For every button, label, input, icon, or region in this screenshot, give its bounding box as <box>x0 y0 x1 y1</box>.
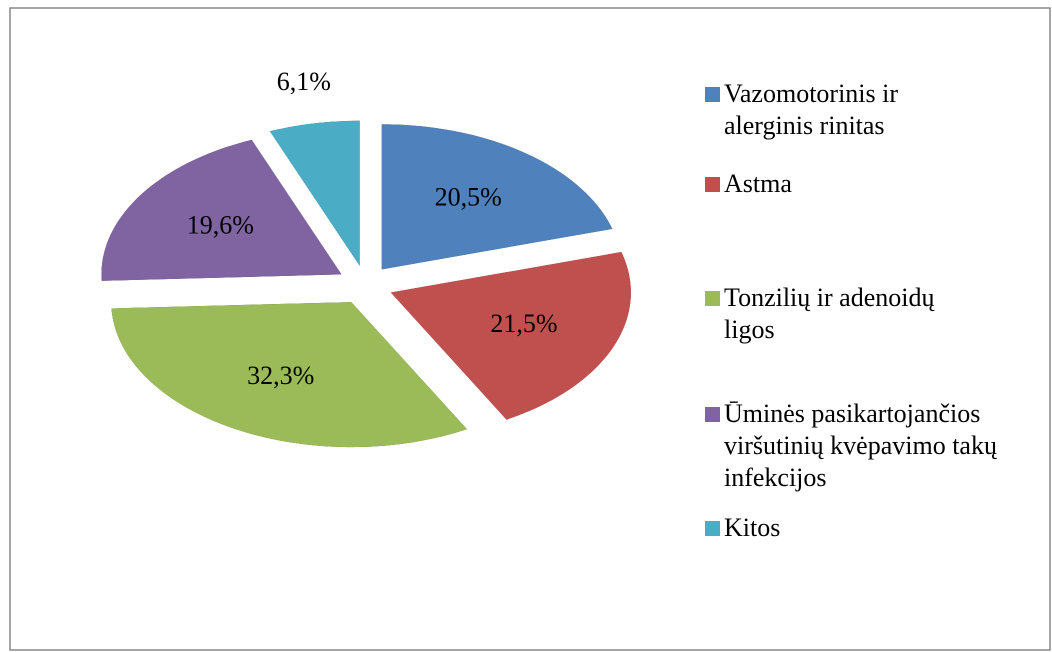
legend-label: Ūminės pasikartojančios viršutinių kvėpa… <box>724 399 997 492</box>
slice <box>390 252 631 420</box>
legend-item: Ūminės pasikartojančios viršutinių kvėpa… <box>705 398 1045 494</box>
data-label: 21,5% <box>490 309 557 338</box>
legend-item: Astma <box>705 168 1045 200</box>
legend-swatch <box>705 87 720 102</box>
slice <box>381 124 613 270</box>
slice <box>101 139 342 281</box>
legend-label: Kitos <box>724 513 781 542</box>
legend-item: Kitos <box>705 512 1045 544</box>
legend-item: Vazomotorinis ir alerginis rinitas <box>705 78 1045 142</box>
data-label: 19,6% <box>187 210 254 239</box>
legend-label: Astma <box>724 169 792 198</box>
legend-item: Tonzilių ir adenoidų ligos <box>705 282 1045 346</box>
legend-swatch <box>705 177 720 192</box>
legend-swatch <box>705 521 720 536</box>
slice <box>111 302 467 448</box>
data-label: 32,3% <box>247 361 314 390</box>
slice <box>269 120 360 266</box>
data-label: 6,1% <box>277 67 331 96</box>
legend-swatch <box>705 407 720 422</box>
legend-swatch <box>705 291 720 306</box>
data-label: 20,5% <box>435 183 502 212</box>
legend-label: Vazomotorinis ir alerginis rinitas <box>724 79 899 140</box>
legend-label: Tonzilių ir adenoidų ligos <box>724 283 935 344</box>
